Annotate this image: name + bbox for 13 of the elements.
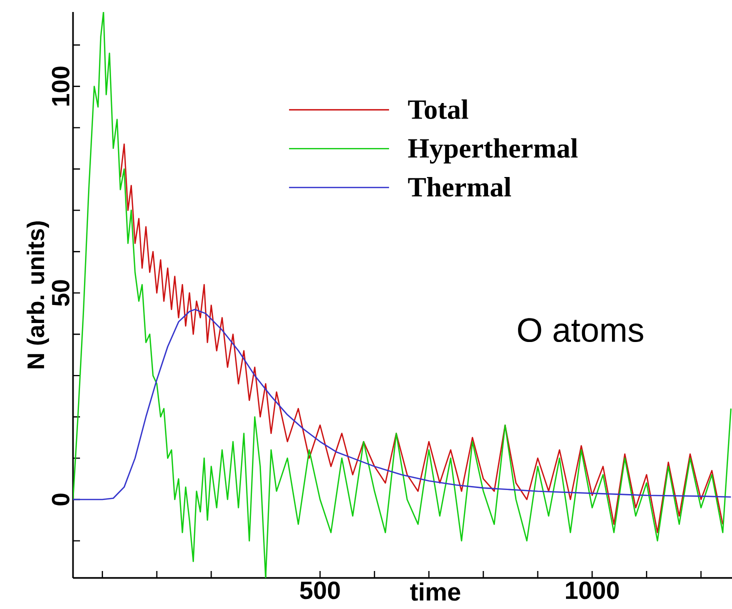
y-tick-label: 0 <box>52 494 70 506</box>
y-tick-label: 50 <box>52 280 70 306</box>
line-series <box>73 308 732 500</box>
annotation: O atoms <box>518 318 644 342</box>
x-tick-label: 500 <box>300 582 340 600</box>
y-tick-label: 100 <box>52 66 70 106</box>
legend-label: Total <box>408 99 468 119</box>
legend-label: Hyperthermal <box>408 138 578 164</box>
line-series <box>73 12 732 578</box>
x-axis-title: time <box>410 582 460 601</box>
legend-label: Thermal <box>408 177 512 197</box>
y-axis-title: N (arb. units) <box>26 221 50 368</box>
x-tick-label: 1000 <box>566 582 619 600</box>
